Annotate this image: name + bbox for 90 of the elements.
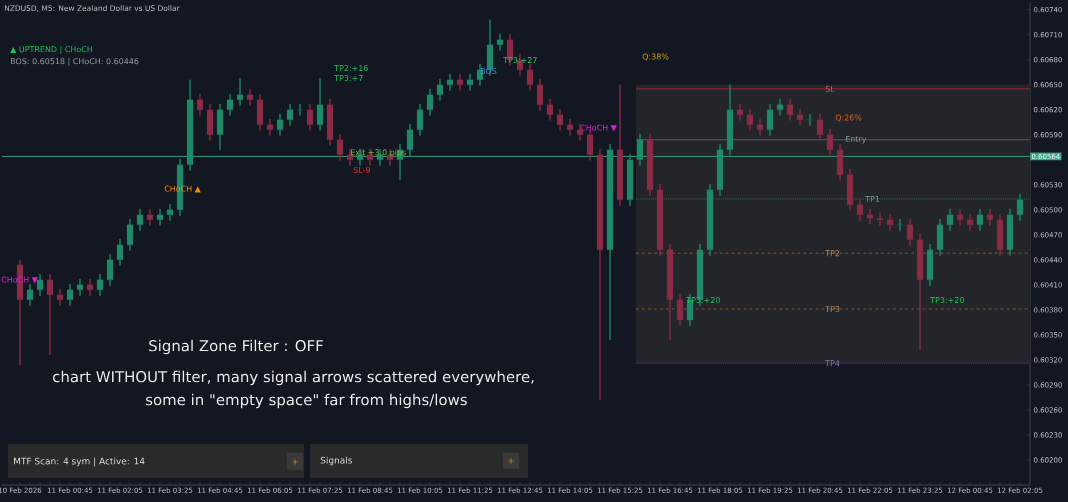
- candlestick: [226, 93, 234, 116]
- candlestick: [46, 273, 54, 356]
- candlestick: [96, 273, 104, 296]
- candlestick: [706, 183, 714, 256]
- candlestick: [276, 113, 284, 136]
- annotation: chart WITHOUT filter, many signal arrows scattered everywhere,: [53, 370, 534, 386]
- candlestick: [556, 108, 564, 131]
- candlestick: [746, 108, 754, 131]
- candlestick: [876, 212, 884, 226]
- candlestick: [76, 278, 84, 296]
- candlestick: [296, 103, 304, 116]
- candlestick: [336, 133, 344, 161]
- candlestick: [286, 103, 294, 126]
- candlestick: [146, 208, 154, 226]
- candlestick: [456, 73, 464, 91]
- candlestick: [536, 78, 544, 111]
- candlestick: [496, 33, 504, 51]
- candlestick: [126, 218, 134, 251]
- candlestick: [776, 98, 784, 116]
- candlestick: [806, 113, 814, 126]
- candlestick: [846, 168, 854, 211]
- candlestick: [436, 78, 444, 101]
- candlestick: [256, 93, 264, 131]
- candlestick: [946, 208, 954, 231]
- candlestick: [1016, 193, 1024, 221]
- candlestick: [976, 208, 984, 231]
- candlestick: [826, 128, 834, 156]
- annotation: MTF Scan: 4 sym | Active: 14: [14, 457, 145, 467]
- candlestick: [416, 103, 424, 136]
- candlestick: [56, 288, 64, 306]
- candlestick: [196, 93, 204, 116]
- candlestick: [666, 243, 674, 340]
- candlestick: [156, 208, 164, 226]
- candlestick: [66, 283, 74, 306]
- candlestick: [426, 88, 434, 116]
- candlestick: [926, 243, 934, 286]
- candlestick: [186, 79, 194, 171]
- candlestick: [986, 208, 994, 226]
- candlestick: [786, 98, 794, 121]
- candlestick: [936, 218, 944, 256]
- candlestick: [36, 273, 44, 296]
- candlestick: [896, 218, 904, 231]
- candlestick: [106, 253, 114, 286]
- candlestick: [636, 133, 644, 166]
- candlestick: [446, 73, 454, 91]
- annotation: some in "empty space" far from highs/lows: [146, 393, 467, 409]
- candlestick: [86, 278, 94, 296]
- candlestick: [526, 63, 534, 91]
- candlestick: [26, 283, 34, 306]
- candlestick: [966, 213, 974, 231]
- candlestick: [466, 73, 474, 91]
- candlestick: [606, 143, 614, 340]
- candlestick: [546, 98, 554, 121]
- candlestick: [756, 118, 764, 136]
- candlestick: [816, 113, 824, 141]
- candlestick: [996, 213, 1004, 256]
- candlestick: [916, 233, 924, 350]
- candlestick: [736, 103, 744, 121]
- candlestick: [656, 183, 664, 256]
- candlestick: [616, 84, 624, 206]
- candlestick: [866, 208, 874, 225]
- candlestick: [726, 84, 734, 156]
- candlestick: [136, 208, 144, 231]
- candlestick: [236, 77, 244, 106]
- candlestick: [116, 238, 124, 266]
- candlestick: [246, 88, 254, 106]
- candlestick: [216, 103, 224, 150]
- candlestick: [206, 103, 214, 141]
- candlestick: [316, 77, 324, 131]
- candlestick: [906, 218, 914, 246]
- candlestick: [646, 133, 654, 196]
- candlestick: [406, 123, 414, 156]
- candlestick: [1006, 208, 1014, 256]
- candlestick: [956, 208, 964, 226]
- candlestick: [266, 118, 274, 136]
- candlestick: [766, 103, 774, 136]
- annotation: Signal Zone Filter : OFF: [149, 339, 323, 355]
- candlestick: [166, 203, 174, 221]
- candlestick: [856, 198, 864, 221]
- candlestick: [676, 293, 684, 326]
- candlestick: [326, 98, 334, 146]
- candlestick: [306, 103, 314, 131]
- candlestick: [566, 118, 574, 136]
- candlestick: [796, 108, 804, 126]
- candlestick: [626, 153, 634, 206]
- annotation: Signals: [320, 456, 352, 466]
- candlestick: [836, 143, 844, 181]
- candlestick: [886, 213, 894, 231]
- candlestick: [716, 143, 724, 196]
- candlestick: [596, 148, 604, 401]
